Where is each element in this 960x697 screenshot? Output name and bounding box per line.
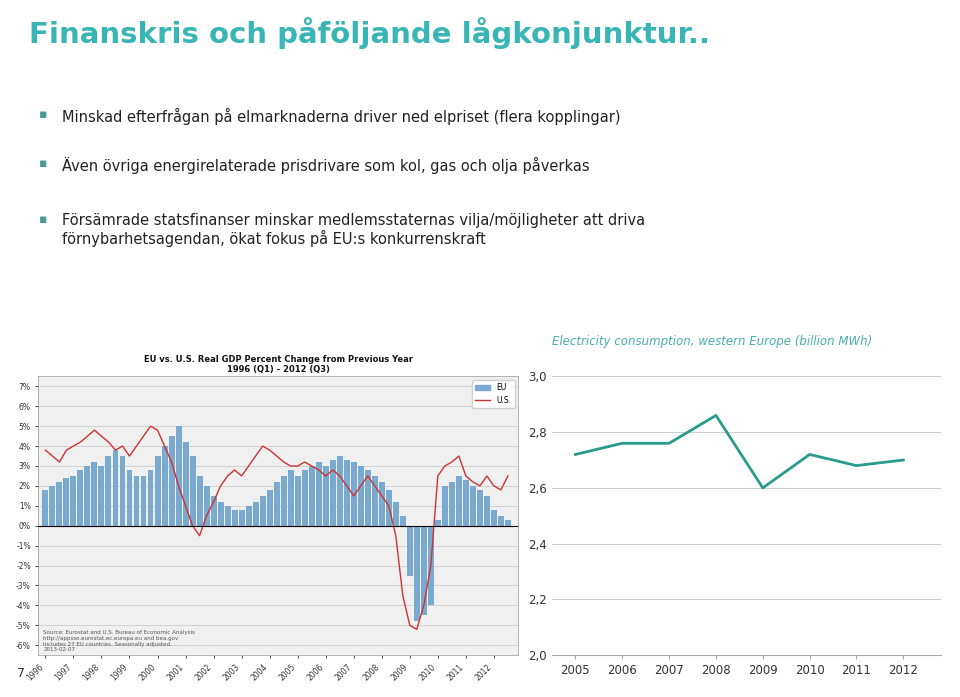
Bar — [161, 446, 167, 526]
Bar — [435, 520, 441, 526]
Bar — [469, 486, 476, 526]
Bar — [133, 476, 139, 526]
Bar — [337, 456, 343, 526]
Bar — [274, 482, 279, 526]
Bar — [399, 516, 406, 526]
Bar — [259, 496, 266, 526]
Bar — [477, 490, 483, 526]
Bar — [91, 462, 97, 526]
Bar — [155, 456, 160, 526]
Text: Finanskris och påföljande lågkonjunktur..: Finanskris och påföljande lågkonjunktur.… — [29, 17, 709, 49]
Text: Även övriga energirelaterade prisdrivare som kol, gas och olja påverkas: Även övriga energirelaterade prisdrivare… — [62, 157, 590, 174]
Bar — [49, 486, 56, 526]
Bar — [407, 526, 413, 576]
Bar — [365, 470, 371, 526]
Bar — [442, 486, 447, 526]
Bar — [463, 480, 468, 526]
Text: Electricity consumption, western Europe (billion MWh): Electricity consumption, western Europe … — [552, 335, 873, 348]
Text: ▪: ▪ — [38, 108, 47, 121]
Bar — [204, 486, 209, 526]
Bar — [358, 466, 364, 526]
Legend: EU, U.S.: EU, U.S. — [472, 380, 515, 408]
Bar — [70, 476, 77, 526]
Bar — [239, 510, 245, 526]
Bar — [414, 526, 420, 621]
Text: GDP development, Real GDP, EU and US: GDP development, Real GDP, EU and US — [46, 357, 282, 369]
Bar — [267, 490, 273, 526]
Bar — [78, 470, 84, 526]
Bar — [169, 436, 175, 526]
Bar — [210, 496, 217, 526]
Bar — [372, 476, 377, 526]
Bar — [301, 470, 307, 526]
Bar — [323, 466, 328, 526]
Bar — [329, 460, 336, 526]
Text: Source: Eurostat and U.S. Bureau of Economic Analysis
http://appsso.eurostat.ec.: Source: Eurostat and U.S. Bureau of Econ… — [43, 630, 195, 652]
Bar — [127, 470, 132, 526]
Bar — [498, 516, 504, 526]
Bar — [42, 490, 48, 526]
Bar — [316, 462, 322, 526]
Bar — [428, 526, 434, 606]
Bar — [112, 450, 118, 526]
Bar — [280, 476, 287, 526]
Bar — [246, 506, 252, 526]
Bar — [148, 470, 154, 526]
Bar — [484, 496, 490, 526]
Bar — [63, 478, 69, 526]
Bar — [119, 456, 126, 526]
Bar — [140, 476, 147, 526]
Bar — [344, 460, 349, 526]
Bar — [197, 476, 203, 526]
Bar — [420, 526, 427, 615]
Bar — [84, 466, 90, 526]
Bar — [379, 482, 385, 526]
Bar — [288, 470, 294, 526]
Bar — [350, 462, 357, 526]
Bar — [231, 510, 237, 526]
Bar — [189, 456, 196, 526]
Bar — [57, 482, 62, 526]
Bar — [252, 502, 258, 526]
Text: 7: 7 — [17, 666, 25, 680]
Title: EU vs. U.S. Real GDP Percent Change from Previous Year
1996 (Q1) - 2012 (Q3): EU vs. U.S. Real GDP Percent Change from… — [144, 355, 413, 374]
Bar — [386, 490, 392, 526]
Bar — [505, 520, 511, 526]
Text: ▪: ▪ — [38, 213, 47, 226]
Text: Försämrade statsfinanser minskar medlemsstaternas vilja/möjligheter att driva
fö: Försämrade statsfinanser minskar medlems… — [62, 213, 645, 247]
Bar — [491, 510, 497, 526]
Bar — [99, 466, 105, 526]
Bar — [225, 506, 230, 526]
Bar — [182, 442, 188, 526]
Text: ▪: ▪ — [38, 157, 47, 170]
Bar — [218, 502, 224, 526]
Text: Minskad efterfrågan på elmarknaderna driver ned elpriset (flera kopplingar): Minskad efterfrågan på elmarknaderna dri… — [62, 108, 621, 125]
Bar — [456, 476, 462, 526]
Bar — [393, 502, 398, 526]
Bar — [176, 426, 181, 526]
Bar — [295, 476, 300, 526]
Bar — [449, 482, 455, 526]
Bar — [309, 466, 315, 526]
Bar — [106, 456, 111, 526]
